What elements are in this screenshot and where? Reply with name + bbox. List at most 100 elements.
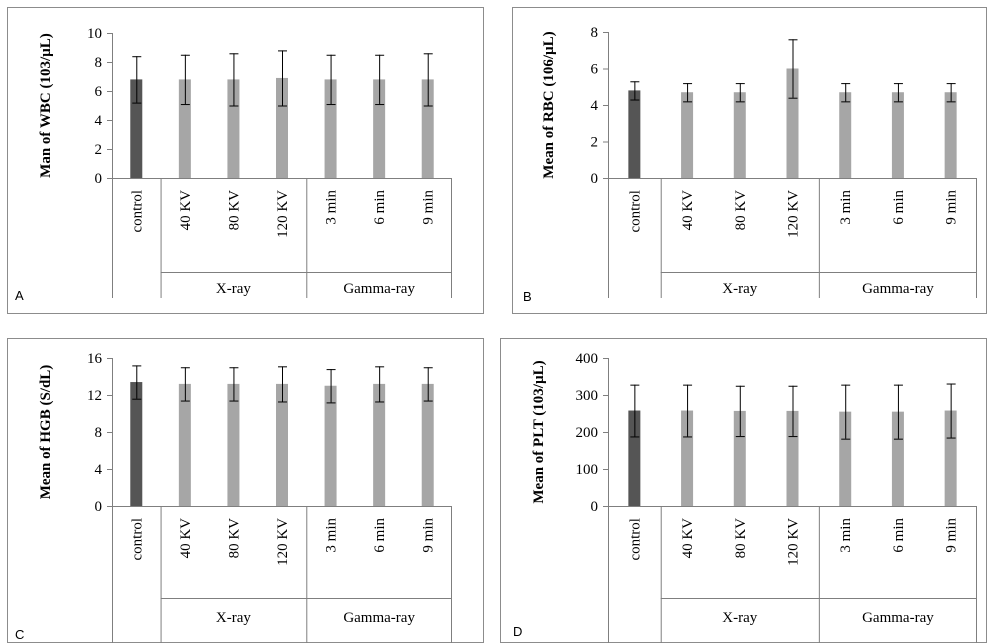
error-bar-0: [630, 81, 640, 101]
chart-panel-c: 0 4 8 12 16 Mean of HGB (S/dL) control 40 KV 80 …: [7, 338, 484, 643]
group-label-2: Gamma-ray: [343, 610, 415, 626]
category-label-6: 9 min: [944, 190, 960, 225]
chart-panel-b: 0 2 4 6 8 Mean of RBC (106/µL) control 40 KV 80 …: [512, 7, 987, 314]
bar-1: [681, 410, 694, 506]
error-bar-5: [375, 54, 385, 106]
category-label-4: 3 min: [324, 190, 340, 225]
y-tick-label: 4: [95, 462, 103, 478]
bar-2: [227, 79, 240, 178]
bar-1: [681, 92, 694, 178]
category-label-4: 3 min: [838, 190, 854, 225]
y-tick-label: 0: [591, 171, 599, 187]
bar-4: [839, 411, 852, 506]
bar-2: [227, 383, 240, 506]
error-bar-5: [893, 384, 903, 440]
error-bar-2: [735, 385, 745, 438]
bar-2: [733, 92, 746, 178]
y-axis-title: Mean of HGB (S/dL): [38, 365, 54, 500]
bar-3: [276, 77, 288, 178]
category-label-5: 6 min: [891, 518, 907, 553]
panel-letter: B: [523, 289, 532, 304]
bar-3: [786, 68, 799, 178]
y-tick-label: 0: [591, 499, 599, 515]
y-tick-label: 6: [95, 84, 103, 100]
y-tick-label: 8: [95, 55, 103, 71]
bar-6: [944, 410, 957, 506]
error-bar-6: [423, 367, 433, 402]
bar-5: [891, 411, 904, 506]
category-label-3: 120 KV: [786, 518, 802, 566]
panel-frame: [512, 7, 987, 314]
category-label-3: 120 KV: [275, 190, 291, 238]
bar-5: [891, 92, 904, 178]
y-tick-label: 200: [576, 425, 599, 441]
category-label-5: 6 min: [891, 190, 907, 225]
bar-5: [373, 383, 386, 506]
category-label-3: 120 KV: [786, 190, 802, 238]
error-bar-1: [683, 83, 693, 103]
category-label-1: 40 KV: [680, 518, 696, 559]
group-label-2: Gamma-ray: [343, 281, 415, 297]
y-tick-label: 0: [95, 171, 103, 187]
bar-6: [421, 383, 434, 506]
panel-letter: D: [513, 624, 522, 639]
error-bar-0: [132, 56, 142, 104]
bar-0: [628, 90, 641, 178]
error-bar-0: [630, 384, 640, 438]
error-bar-6: [946, 383, 956, 439]
bar-6: [421, 79, 434, 178]
category-label-0: control: [129, 518, 145, 561]
y-tick-label: 8: [95, 425, 103, 441]
error-bar-6: [946, 83, 956, 103]
group-label-1: X-ray: [722, 281, 757, 297]
error-bar-2: [229, 367, 239, 402]
category-label-5: 6 min: [372, 190, 388, 225]
error-bar-2: [735, 83, 745, 103]
group-label-1: X-ray: [216, 610, 251, 626]
y-tick-label: 100: [576, 462, 599, 478]
y-tick-label: 4: [95, 113, 103, 129]
error-bar-3: [788, 385, 798, 438]
category-label-1: 40 KV: [680, 190, 696, 231]
category-label-1: 40 KV: [178, 518, 194, 559]
category-label-2: 80 KV: [733, 190, 749, 231]
category-label-1: 40 KV: [178, 190, 194, 231]
error-bar-5: [893, 83, 903, 103]
y-tick-label: 2: [95, 142, 103, 158]
panel-letter: C: [15, 627, 24, 642]
bar-0: [628, 410, 641, 506]
category-label-4: 3 min: [324, 518, 340, 553]
error-bar-1: [683, 384, 693, 438]
error-bar-5: [375, 366, 385, 403]
category-label-0: control: [627, 190, 643, 233]
category-label-2: 80 KV: [226, 190, 242, 231]
error-bar-0: [132, 365, 142, 400]
error-bar-1: [180, 54, 190, 106]
group-label-2: Gamma-ray: [862, 281, 934, 297]
panel-letter: A: [15, 288, 24, 303]
error-bar-4: [326, 54, 336, 106]
category-label-6: 9 min: [421, 518, 437, 553]
group-label-1: X-ray: [216, 281, 251, 297]
bar-4: [839, 92, 852, 178]
category-label-2: 80 KV: [733, 518, 749, 559]
error-bar-3: [278, 366, 287, 403]
category-label-2: 80 KV: [226, 518, 242, 559]
category-label-0: control: [627, 518, 643, 561]
error-bar-3: [278, 50, 287, 107]
y-tick-label: 4: [591, 98, 599, 114]
chart-panel-a: 0 2 4 6 8 10 Man of WBC (103/µL) control 40 KV 80…: [7, 7, 484, 314]
y-tick-label: 2: [591, 135, 599, 151]
error-bar-4: [326, 369, 336, 404]
y-tick-label: 12: [87, 388, 102, 404]
chart-panel-d: 0 100 200 300 400 Mean of PLT (103/µL) control…: [500, 338, 987, 643]
bar-1: [178, 383, 191, 506]
y-tick-label: 10: [87, 26, 102, 42]
y-axis-title: Mean of PLT (103/µL): [531, 360, 547, 503]
y-tick-label: 0: [95, 499, 103, 515]
bar-6: [944, 92, 957, 178]
bar-2: [733, 410, 746, 506]
category-label-4: 3 min: [838, 518, 854, 553]
error-bar-1: [180, 367, 190, 402]
